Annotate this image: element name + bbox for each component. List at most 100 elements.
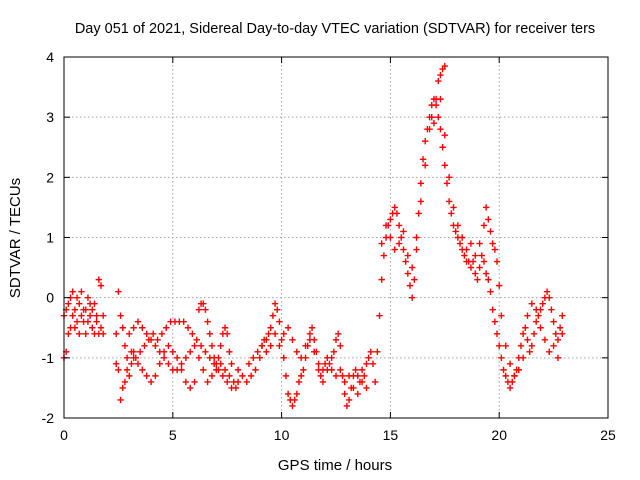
data-point [398,234,405,241]
y-tick-label: 0 [46,290,54,306]
data-point [191,342,198,349]
data-point [376,312,383,319]
data-point [123,354,131,362]
data-point [206,330,213,337]
data-point [84,318,92,325]
data-point [182,354,190,362]
data-point [306,330,314,337]
data-point [291,396,298,404]
data-point [113,330,120,337]
data-point [126,372,133,380]
data-point [258,342,266,349]
data-point [341,378,348,386]
data-point [139,324,146,331]
data-point [422,162,429,169]
data-point [363,360,370,368]
data-point [354,390,361,398]
data-point [480,222,488,229]
data-point [219,372,227,380]
data-point [493,330,501,337]
data-point [345,396,353,404]
data-point [422,138,429,145]
data-point [437,126,444,133]
data-point [282,372,290,380]
data-point [413,246,420,253]
data-point [487,288,494,295]
data-point [215,366,222,374]
data-point [215,354,222,362]
data-point [65,330,72,337]
data-point [535,312,542,319]
data-point [404,252,412,259]
data-point [65,300,72,307]
data-point [297,372,305,380]
data-point [502,342,509,349]
x-tick-label: 15 [383,427,399,443]
data-point [82,330,89,337]
x-tick-label: 25 [600,427,616,443]
data-point [408,264,416,271]
data-point [474,276,481,283]
data-point [71,324,79,331]
data-point [459,234,466,241]
data-point [247,372,255,380]
data-point [271,330,279,337]
data-point [158,330,166,337]
data-point [99,312,107,319]
data-point [485,216,492,223]
data-point [187,348,194,356]
data-point [82,306,89,313]
data-point [482,270,490,277]
data-point [393,210,401,217]
data-point [343,402,351,410]
data-point [509,378,516,386]
data-point [147,336,155,343]
data-point [221,366,229,374]
data-point [461,252,468,259]
data-point [123,366,131,374]
data-point [550,342,557,349]
data-point [208,342,216,349]
data-point [487,228,494,235]
data-point [121,342,129,349]
data-point [524,312,531,319]
data-point [387,234,394,241]
data-point [496,342,503,349]
data-point [239,372,246,380]
data-point [334,330,342,337]
data-point [178,360,185,368]
data-point [143,330,150,337]
data-point [406,282,414,289]
data-point [78,312,85,319]
data-point [265,330,272,337]
data-point [226,372,233,380]
data-point [361,372,368,380]
data-point [130,348,137,356]
y-axis-label: SDTVAR / TECUs [7,178,24,298]
data-point [395,222,403,229]
data-point [173,354,181,362]
data-point [482,204,490,211]
data-point [522,324,529,331]
data-point [115,288,122,295]
data-point [99,330,107,337]
data-point [554,336,562,343]
data-point [163,324,170,331]
data-point [485,276,492,283]
data-point [221,324,229,331]
data-point [141,342,148,349]
data-point [147,378,155,386]
data-point [478,252,485,259]
y-tick-label: 1 [46,230,54,246]
data-point [293,390,301,398]
data-point [502,372,509,380]
data-point [134,360,142,368]
data-point [189,330,196,337]
data-point [89,306,96,313]
data-point [519,330,527,337]
data-point [308,324,316,331]
x-tick-label: 10 [274,427,290,443]
data-point [435,77,442,85]
data-point [539,300,546,307]
